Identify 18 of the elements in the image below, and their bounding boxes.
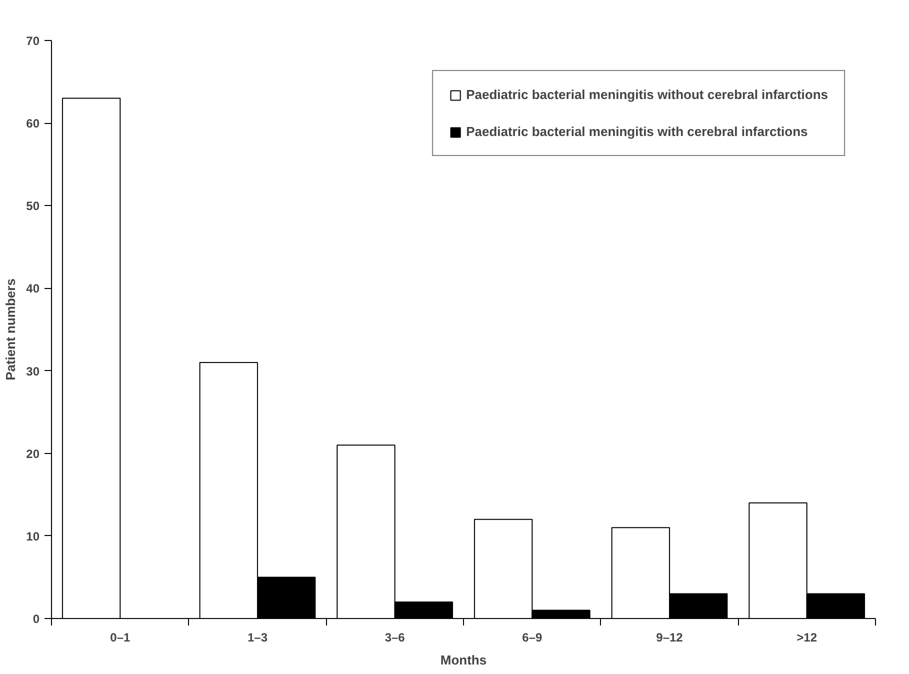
y-tick-label: 20 [26, 446, 40, 461]
y-tick-label: 40 [26, 282, 40, 296]
x-tick-label: 3–6 [384, 630, 406, 644]
y-tick-label: 70 [26, 34, 40, 48]
y-axis-title: Patient numbers [3, 278, 18, 380]
x-tick-label: 0–1 [110, 630, 131, 644]
y-tick-label: 0 [32, 612, 40, 626]
y-tick-label: 60 [26, 116, 40, 131]
x-tick-label: 1–3 [247, 630, 268, 644]
x-tick-label: 9–12 [656, 630, 684, 644]
y-tick-label: 50 [26, 199, 40, 214]
y-tick-label: 30 [26, 364, 40, 378]
x-tick-label: 6–9 [522, 630, 543, 644]
y-tick-label: 10 [26, 529, 40, 544]
legend-label: Paediatric bacterial meningitis with cerebral infarctions [466, 124, 808, 139]
x-axis-title: Months [440, 652, 487, 668]
legend-label: Paediatric bacterial meningitis without cerebral infarctions [466, 87, 828, 102]
x-tick-label: >12 [796, 630, 818, 644]
